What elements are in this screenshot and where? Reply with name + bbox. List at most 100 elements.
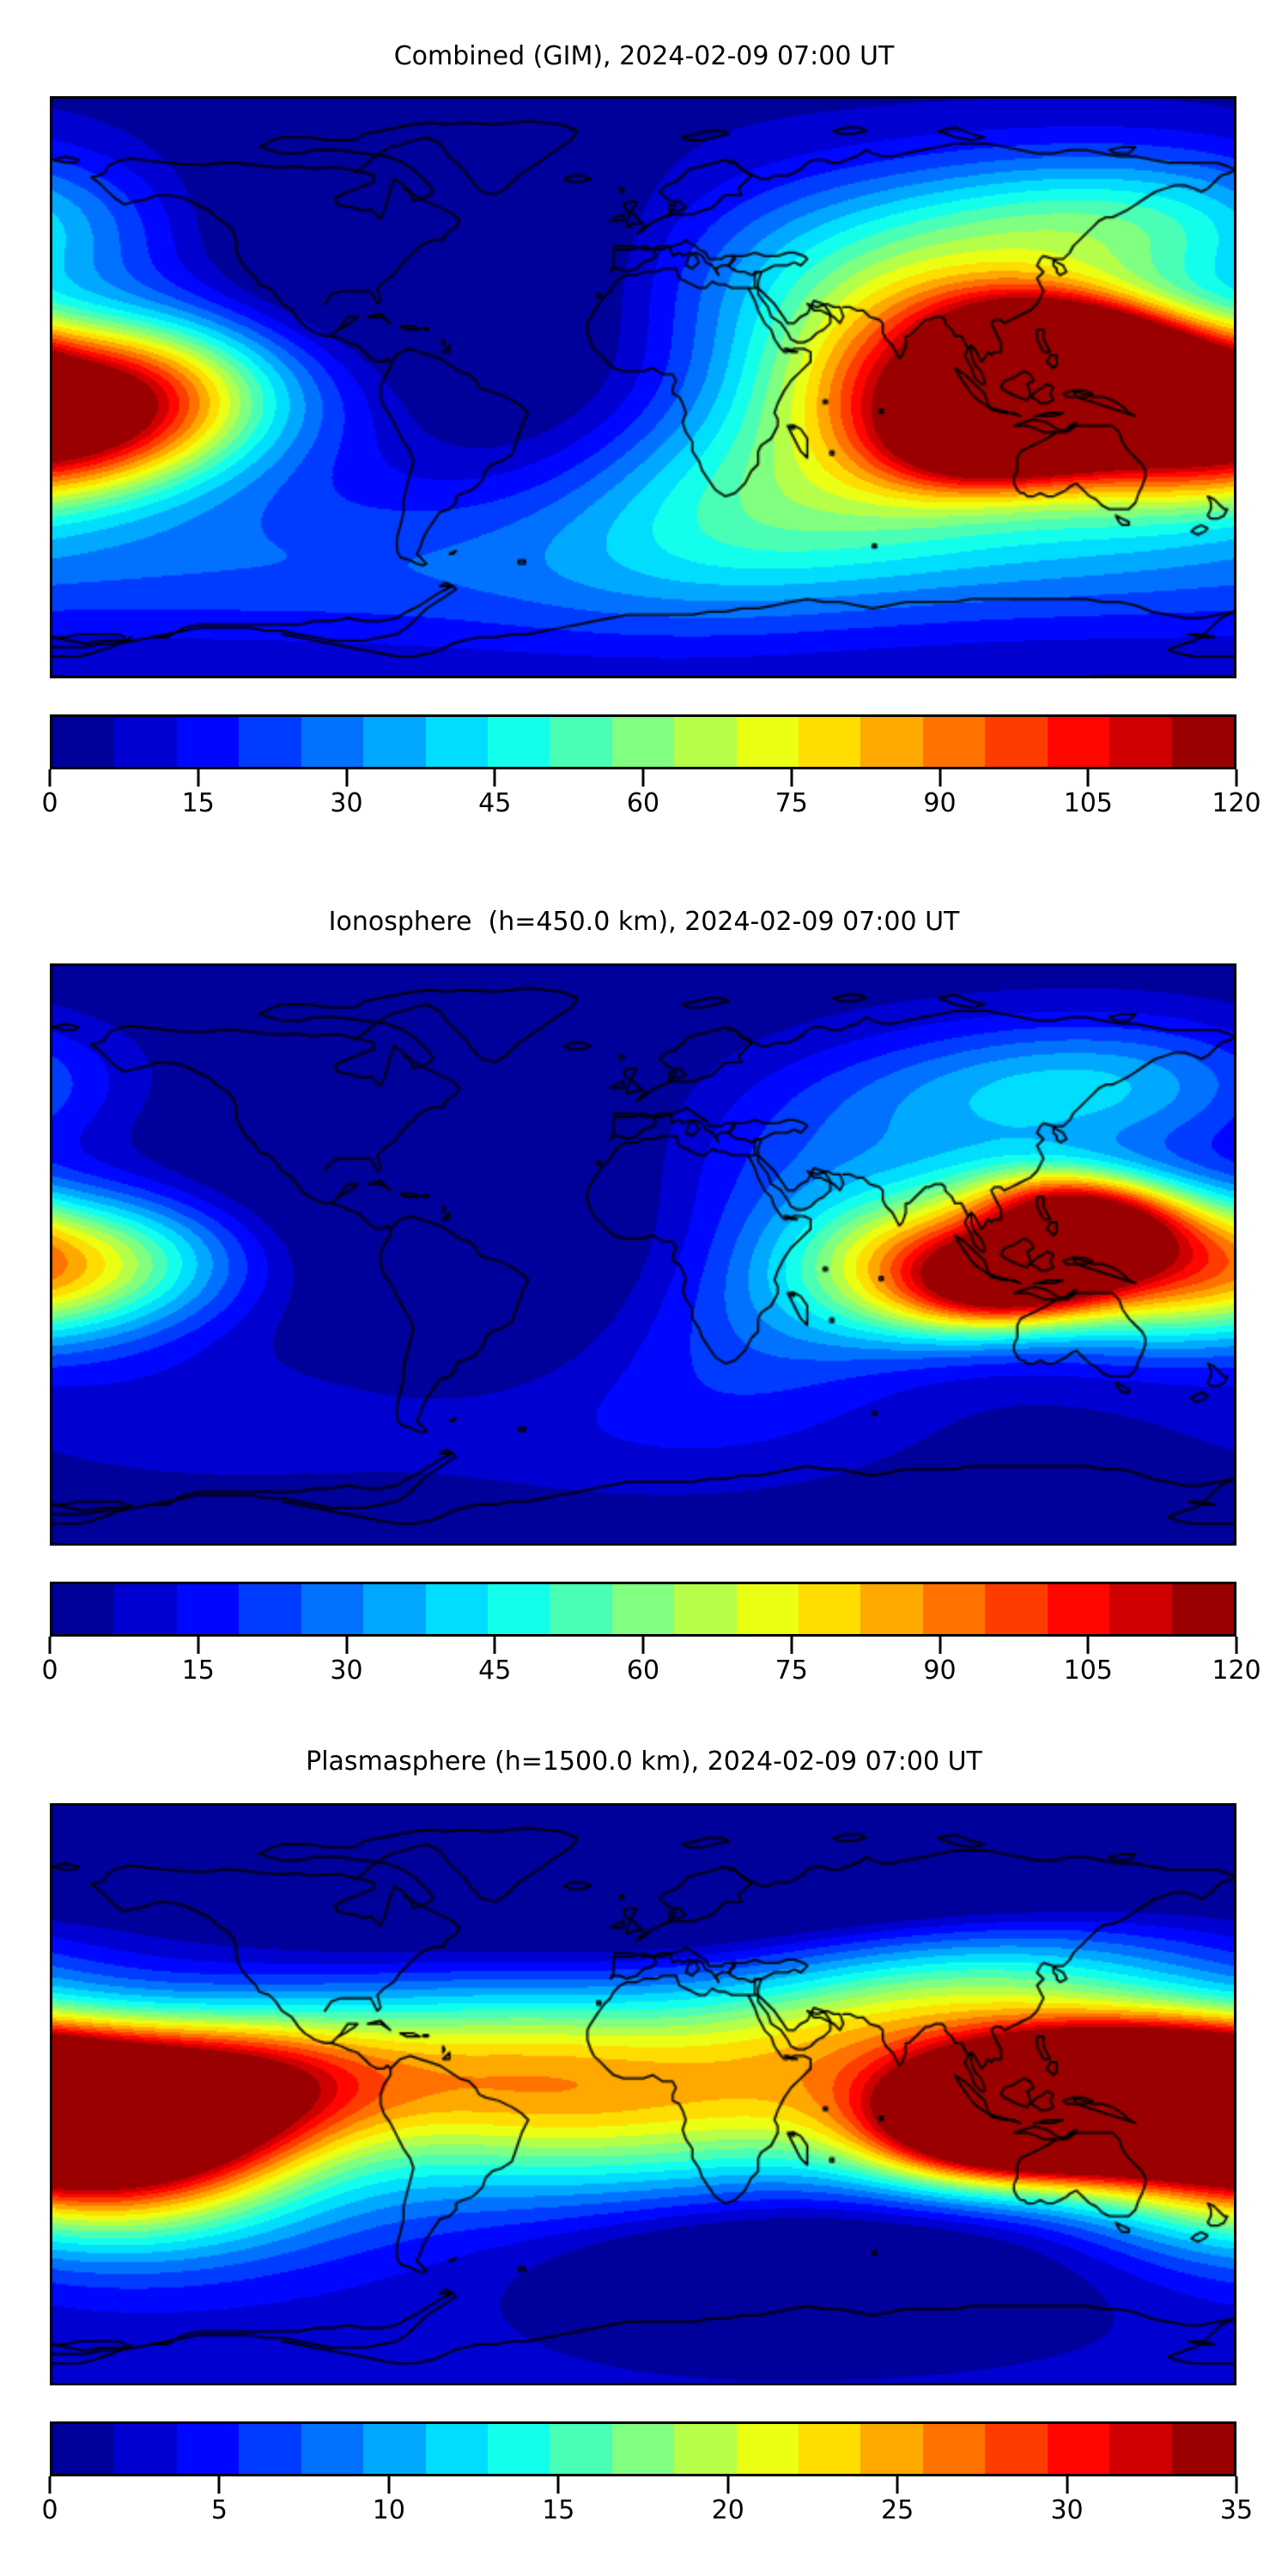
map-axes-plasmasphere (50, 1803, 1236, 2385)
colorbar-band (674, 1584, 737, 1634)
colorbar-tick-labels-plasmasphere: 0 5 10 15 20 25 30 35 (41, 2495, 1253, 2533)
colorbar-ticks-plasmasphere (48, 2476, 1238, 2495)
colorbar-plasmasphere: 0 5 10 15 20 25 30 35 (41, 2421, 1253, 2533)
colorbar-tick-label: 60 (626, 788, 660, 818)
colorbar-tick-label: 15 (181, 1656, 215, 1686)
colorbar-tick-label: 15 (542, 2495, 575, 2525)
colorbar-band (611, 2424, 675, 2474)
colorbar-tick-label: 75 (775, 788, 808, 818)
colorbar-band (176, 1584, 240, 1634)
colorbar-tick (1086, 769, 1090, 787)
colorbar-band (736, 2424, 799, 2474)
colorbar-tick-label: 35 (1219, 2495, 1254, 2525)
colorbar-band (425, 2424, 488, 2474)
colorbar-combined-gim: 0 15 30 45 60 75 90 105 120 (41, 714, 1261, 826)
colorbar-tick (556, 2476, 560, 2494)
colorbar-band (550, 717, 612, 767)
colorbar-band (487, 2424, 550, 2474)
colorbar-band (860, 1584, 923, 1634)
colorbar-tick-label: 15 (181, 788, 215, 818)
colorbar-band (736, 1584, 799, 1634)
colorbar-tick-label: 45 (478, 1656, 512, 1686)
colorbar-tick-label: 75 (775, 1656, 808, 1686)
colorbar-tick (345, 1637, 348, 1654)
colorbar-tick (345, 769, 348, 787)
colorbar-band (239, 1584, 301, 1634)
colorbar-tick-label: 105 (1063, 788, 1113, 818)
panel-ionosphere: Ionosphere (h=450.0 km), 2024-02-09 07:0… (0, 859, 1288, 1728)
colorbar-band (1109, 2424, 1172, 2474)
colorbar-tick (641, 769, 645, 787)
colorbar-band (611, 717, 675, 767)
colorbar-band (922, 1584, 986, 1634)
colorbar-tick-label: 30 (1050, 2495, 1084, 2525)
colorbar-band (860, 2424, 923, 2474)
colorbar-band (52, 1584, 115, 1634)
colorbar-tick (939, 1637, 941, 1654)
colorbar-band (799, 1584, 861, 1634)
map-canvas-plasmasphere (52, 1806, 1234, 2383)
colorbar-tick (790, 1637, 793, 1654)
colorbar-tick (48, 769, 52, 787)
colorbar-tick-label: 105 (1063, 1656, 1113, 1686)
colorbar-ticks-combined-gim (48, 769, 1238, 788)
colorbar-band (176, 717, 240, 767)
colorbar-band (985, 1584, 1048, 1634)
colorbar-band (736, 717, 799, 767)
colorbar-band (922, 717, 986, 767)
colorbar-band (550, 1584, 612, 1634)
colorbar-tick-label: 5 (210, 2495, 228, 2525)
colorbar-tick (48, 1637, 52, 1654)
map-canvas-combined-gim (52, 99, 1234, 676)
colorbar-band (487, 717, 550, 767)
colorbar-band (985, 717, 1048, 767)
colorbar-band (52, 2424, 115, 2474)
colorbar-tick (197, 1637, 200, 1654)
colorbar-band (860, 717, 923, 767)
panel-title-combined-gim: Combined (GIM), 2024-02-09 07:00 UT (393, 41, 895, 71)
colorbar-gradient-ionosphere (50, 1582, 1236, 1637)
colorbar-gradient-combined-gim (50, 714, 1236, 769)
colorbar-band (176, 2424, 240, 2474)
map-axes-ionosphere (50, 963, 1236, 1546)
colorbar-tick (1235, 769, 1238, 787)
colorbar-band (301, 717, 364, 767)
colorbar-band (1047, 717, 1110, 767)
colorbar-band (611, 1584, 675, 1634)
colorbar-band (674, 2424, 737, 2474)
colorbar-band (425, 1584, 488, 1634)
map-canvas-ionosphere (52, 966, 1234, 1543)
colorbar-tick (939, 769, 941, 787)
colorbar-tick (1235, 2476, 1238, 2494)
colorbar-tick-label: 60 (626, 1656, 660, 1686)
colorbar-tick-label: 45 (478, 788, 512, 818)
colorbar-tick (1066, 2476, 1069, 2494)
colorbar-tick (1235, 1637, 1238, 1654)
colorbar-band (114, 717, 177, 767)
colorbar-band (301, 1584, 364, 1634)
colorbar-tick-label: 0 (41, 1656, 58, 1686)
colorbar-ticks-ionosphere (48, 1637, 1238, 1656)
colorbar-band (363, 717, 426, 767)
colorbar-tick-label: 20 (711, 2495, 744, 2525)
panel-title-plasmasphere: Plasmasphere (h=1500.0 km), 2024-02-09 0… (306, 1747, 982, 1777)
colorbar-tick-label: 120 (1212, 788, 1261, 818)
colorbar-band (1047, 1584, 1110, 1634)
colorbar-tick-label: 120 (1212, 1656, 1261, 1686)
panel-title-ionosphere: Ionosphere (h=450.0 km), 2024-02-09 07:0… (328, 907, 960, 937)
colorbar-tick-label: 30 (330, 788, 363, 818)
colorbar-band (239, 2424, 301, 2474)
colorbar-band (1171, 1584, 1235, 1634)
panel-plasmasphere: Plasmasphere (h=1500.0 km), 2024-02-09 0… (0, 1728, 1288, 2576)
colorbar-band (239, 717, 301, 767)
colorbar-tick-label: 0 (41, 2495, 58, 2525)
colorbar-tick-label: 25 (881, 2495, 914, 2525)
colorbar-tick-labels-ionosphere: 0 15 30 45 60 75 90 105 120 (41, 1656, 1261, 1693)
colorbar-tick-labels-combined-gim: 0 15 30 45 60 75 90 105 120 (41, 788, 1261, 826)
colorbar-band (52, 717, 115, 767)
colorbar-band (487, 1584, 550, 1634)
colorbar-band (922, 2424, 986, 2474)
colorbar-tick (726, 2476, 730, 2494)
colorbar-tick (641, 1637, 645, 1654)
